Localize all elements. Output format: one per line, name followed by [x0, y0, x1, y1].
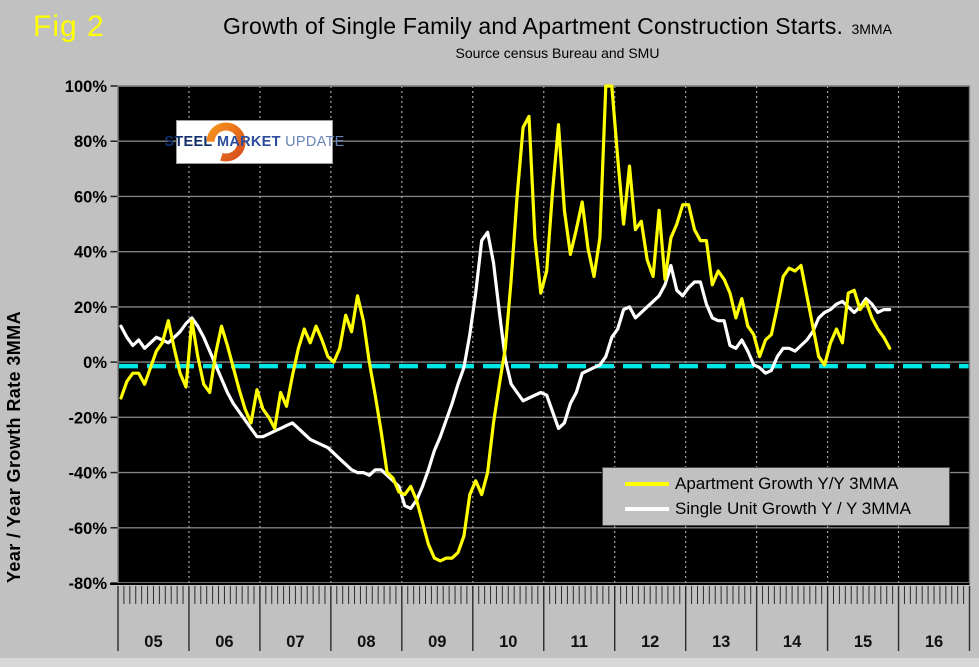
x-year-label: 10	[499, 633, 517, 651]
chart-title: Growth of Single Family and Apartment Co…	[223, 13, 844, 39]
y-tick-label: 60%	[74, 188, 107, 206]
y-tick-label: 80%	[74, 133, 107, 151]
x-year-label: 09	[428, 633, 446, 651]
legend-label-apartment: Apartment Growth Y/Y 3MMA	[675, 474, 899, 494]
y-tick-label: 20%	[74, 299, 107, 317]
y-tick-label: -20%	[68, 409, 107, 427]
x-year-label: 14	[783, 633, 802, 651]
steel-market-update-logo: STEEL MARKET UPDATE	[164, 120, 344, 164]
single-unit-growth-line	[119, 230, 892, 510]
chart-subtitle: Source census Bureau and SMU	[455, 45, 660, 61]
x-year-label: 08	[357, 633, 375, 651]
chart-title-suffix: 3MMA	[851, 21, 892, 37]
y-tick-label: -80%	[68, 575, 107, 593]
title-block: Growth of Single Family and Apartment Co…	[135, 13, 979, 61]
x-year-label: 07	[286, 633, 304, 651]
x-year-label: 16	[925, 633, 943, 651]
legend-box: Apartment Growth Y/Y 3MMA Single Unit Gr…	[602, 467, 950, 526]
logo-word-steel: STEEL	[164, 134, 213, 150]
y-tick-label: -40%	[68, 465, 107, 483]
y-tick-label: 100%	[65, 78, 108, 96]
x-year-label: 12	[641, 633, 659, 651]
y-tick-label: 40%	[74, 244, 107, 262]
x-year-label: 11	[571, 633, 588, 651]
legend-item-single-unit: Single Unit Growth Y / Y 3MMA	[603, 499, 949, 519]
y-tick-label: 0%	[83, 354, 107, 372]
x-year-label: 06	[215, 633, 233, 651]
legend-item-apartment: Apartment Growth Y/Y 3MMA	[603, 474, 949, 494]
apartment-series-swatch	[625, 482, 669, 487]
figure-number-label: Fig 2	[33, 10, 105, 43]
legend-label-single-unit: Single Unit Growth Y / Y 3MMA	[675, 498, 911, 518]
y-tick-label: -60%	[68, 520, 107, 538]
y-axis-title: Year / Year Growth Rate 3MMA	[4, 311, 24, 583]
x-year-label: 15	[854, 633, 872, 651]
apartment-growth-line	[119, 84, 892, 563]
logo-crescent-icon	[206, 122, 246, 162]
logo-word-market: MARKET	[216, 134, 281, 150]
bottom-margin-strip	[0, 658, 979, 667]
x-year-label: 05	[144, 633, 162, 651]
logo-word-update: UPDATE	[285, 134, 345, 150]
x-year-label: 13	[712, 633, 730, 651]
single-unit-series-swatch	[625, 506, 669, 511]
logo-text: STEEL MARKET UPDATE	[164, 134, 344, 150]
